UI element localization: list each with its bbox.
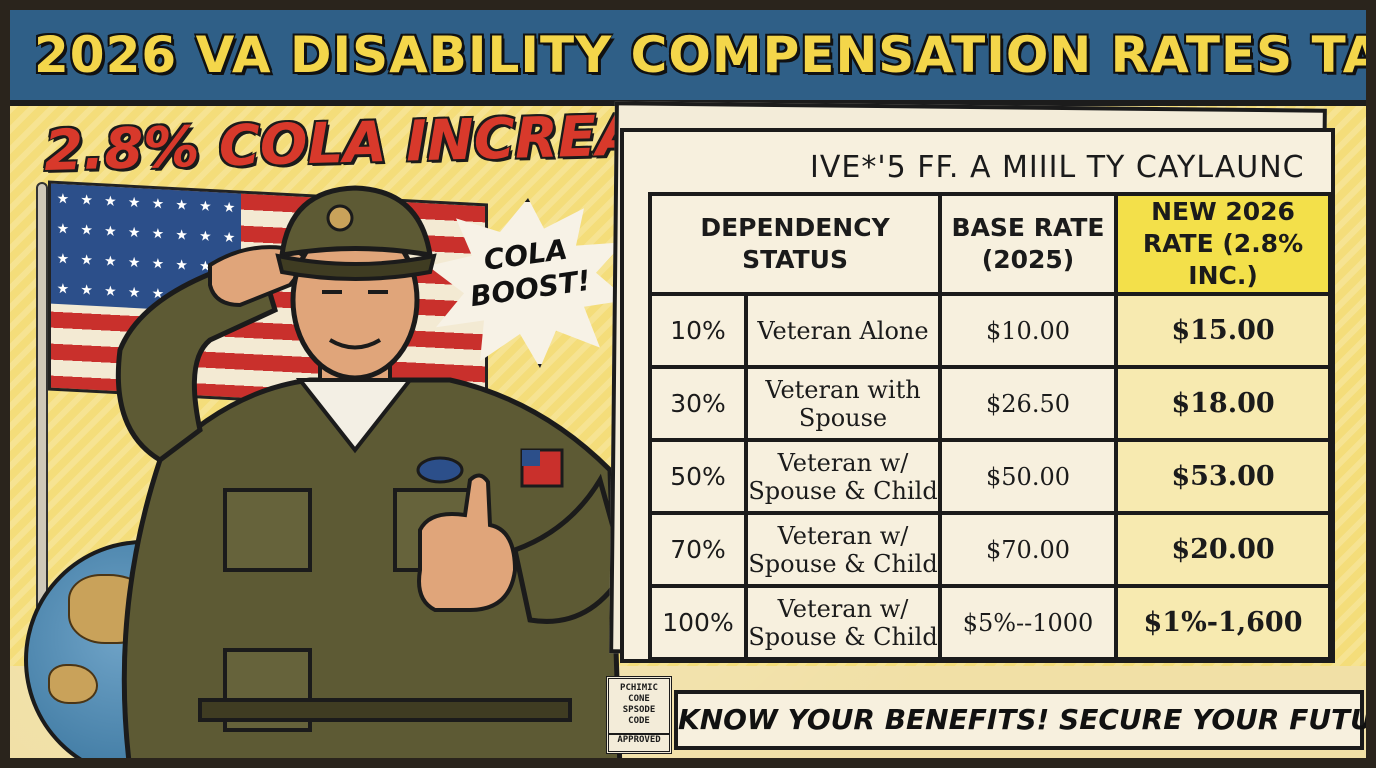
flagpole (36, 182, 48, 612)
rating-cell: 30% (648, 365, 748, 442)
stamp-line: SPSODE (622, 705, 656, 715)
table-row: 70% Veteran w/ Spouse & Child $70.00 $20… (648, 511, 1333, 588)
stamp-approved-label: APPROVED (609, 733, 669, 746)
table-row: 50% Veteran w/ Spouse & Child $50.00 $53… (648, 438, 1333, 515)
status-cell: Veteran w/ Spouse & Child (743, 584, 943, 661)
flag-stars: ★ ★ ★ ★ ★ ★ ★ ★ ★ ★ ★ ★ ★ ★ ★ ★ ★ ★ ★ ★ ★ ★ ★ ★ ★ ★ ★ ★ ★ ★ ★ ★ (51, 183, 241, 314)
page-title: 2026 VA DISABILITY COMPENSATION RATES TA… (34, 26, 1376, 84)
header-new-rate: NEW 2026 RATE (2.8% INC.) (1114, 192, 1333, 296)
status-cell: Veteran with Spouse (743, 365, 943, 442)
base-rate-cell: $70.00 (938, 511, 1119, 588)
table-row: 30% Veteran with Spouse $26.50 $18.00 (648, 365, 1333, 442)
approved-stamp: PCHIMIC CONE SPSODE CODE APPROVED (606, 676, 672, 754)
table-heading: IVE*'5 FF. A MIIIL TY CAYLAUNC (810, 150, 1305, 185)
status-cell: Veteran w/ Spouse & Child (743, 511, 943, 588)
rating-cell: 100% (648, 584, 748, 661)
footer-slogan: KNOW YOUR BENEFITS! SECURE YOUR FUTURE! (674, 690, 1366, 750)
rating-cell: 70% (648, 511, 748, 588)
base-rate-cell: $26.50 (938, 365, 1119, 442)
globe-icon (24, 540, 264, 758)
rating-cell: 10% (648, 292, 748, 369)
table-row: 100% Veteran w/ Spouse & Child $5%--1000… (648, 584, 1333, 661)
status-cell: Veteran w/ Spouse & Child (743, 438, 943, 515)
rates-table: DEPENDENCY STATUS BASE RATE (2025) NEW 2… (647, 192, 1333, 661)
base-rate-cell: $10.00 (938, 292, 1119, 369)
flag-icon: ★ ★ ★ ★ ★ ★ ★ ★ ★ ★ ★ ★ ★ ★ ★ ★ ★ ★ ★ ★ ★ ★ ★ ★ ★ ★ ★ ★ ★ ★ ★ ★ (48, 180, 488, 414)
status-cell: Veteran Alone (743, 292, 943, 369)
stamp-line: CONE (628, 694, 650, 704)
stamp-line: PCHIMIC (620, 683, 658, 693)
new-rate-cell: $53.00 (1114, 438, 1333, 515)
new-rate-cell: $15.00 (1114, 292, 1333, 369)
header-dependency-status: DEPENDENCY STATUS (647, 192, 943, 296)
rating-cell: 50% (648, 438, 748, 515)
new-rate-cell: $20.00 (1114, 511, 1333, 588)
table-row: 10% Veteran Alone $10.00 $15.00 (648, 292, 1333, 369)
table-header-row: DEPENDENCY STATUS BASE RATE (2025) NEW 2… (647, 192, 1333, 296)
base-rate-cell: $5%--1000 (938, 584, 1119, 661)
new-rate-cell: $18.00 (1114, 365, 1333, 442)
base-rate-cell: $50.00 (938, 438, 1119, 515)
new-rate-cell: $1%-1,600 (1114, 584, 1333, 661)
header-base-rate: BASE RATE (2025) (938, 192, 1119, 296)
stamp-line: CODE (628, 716, 650, 726)
